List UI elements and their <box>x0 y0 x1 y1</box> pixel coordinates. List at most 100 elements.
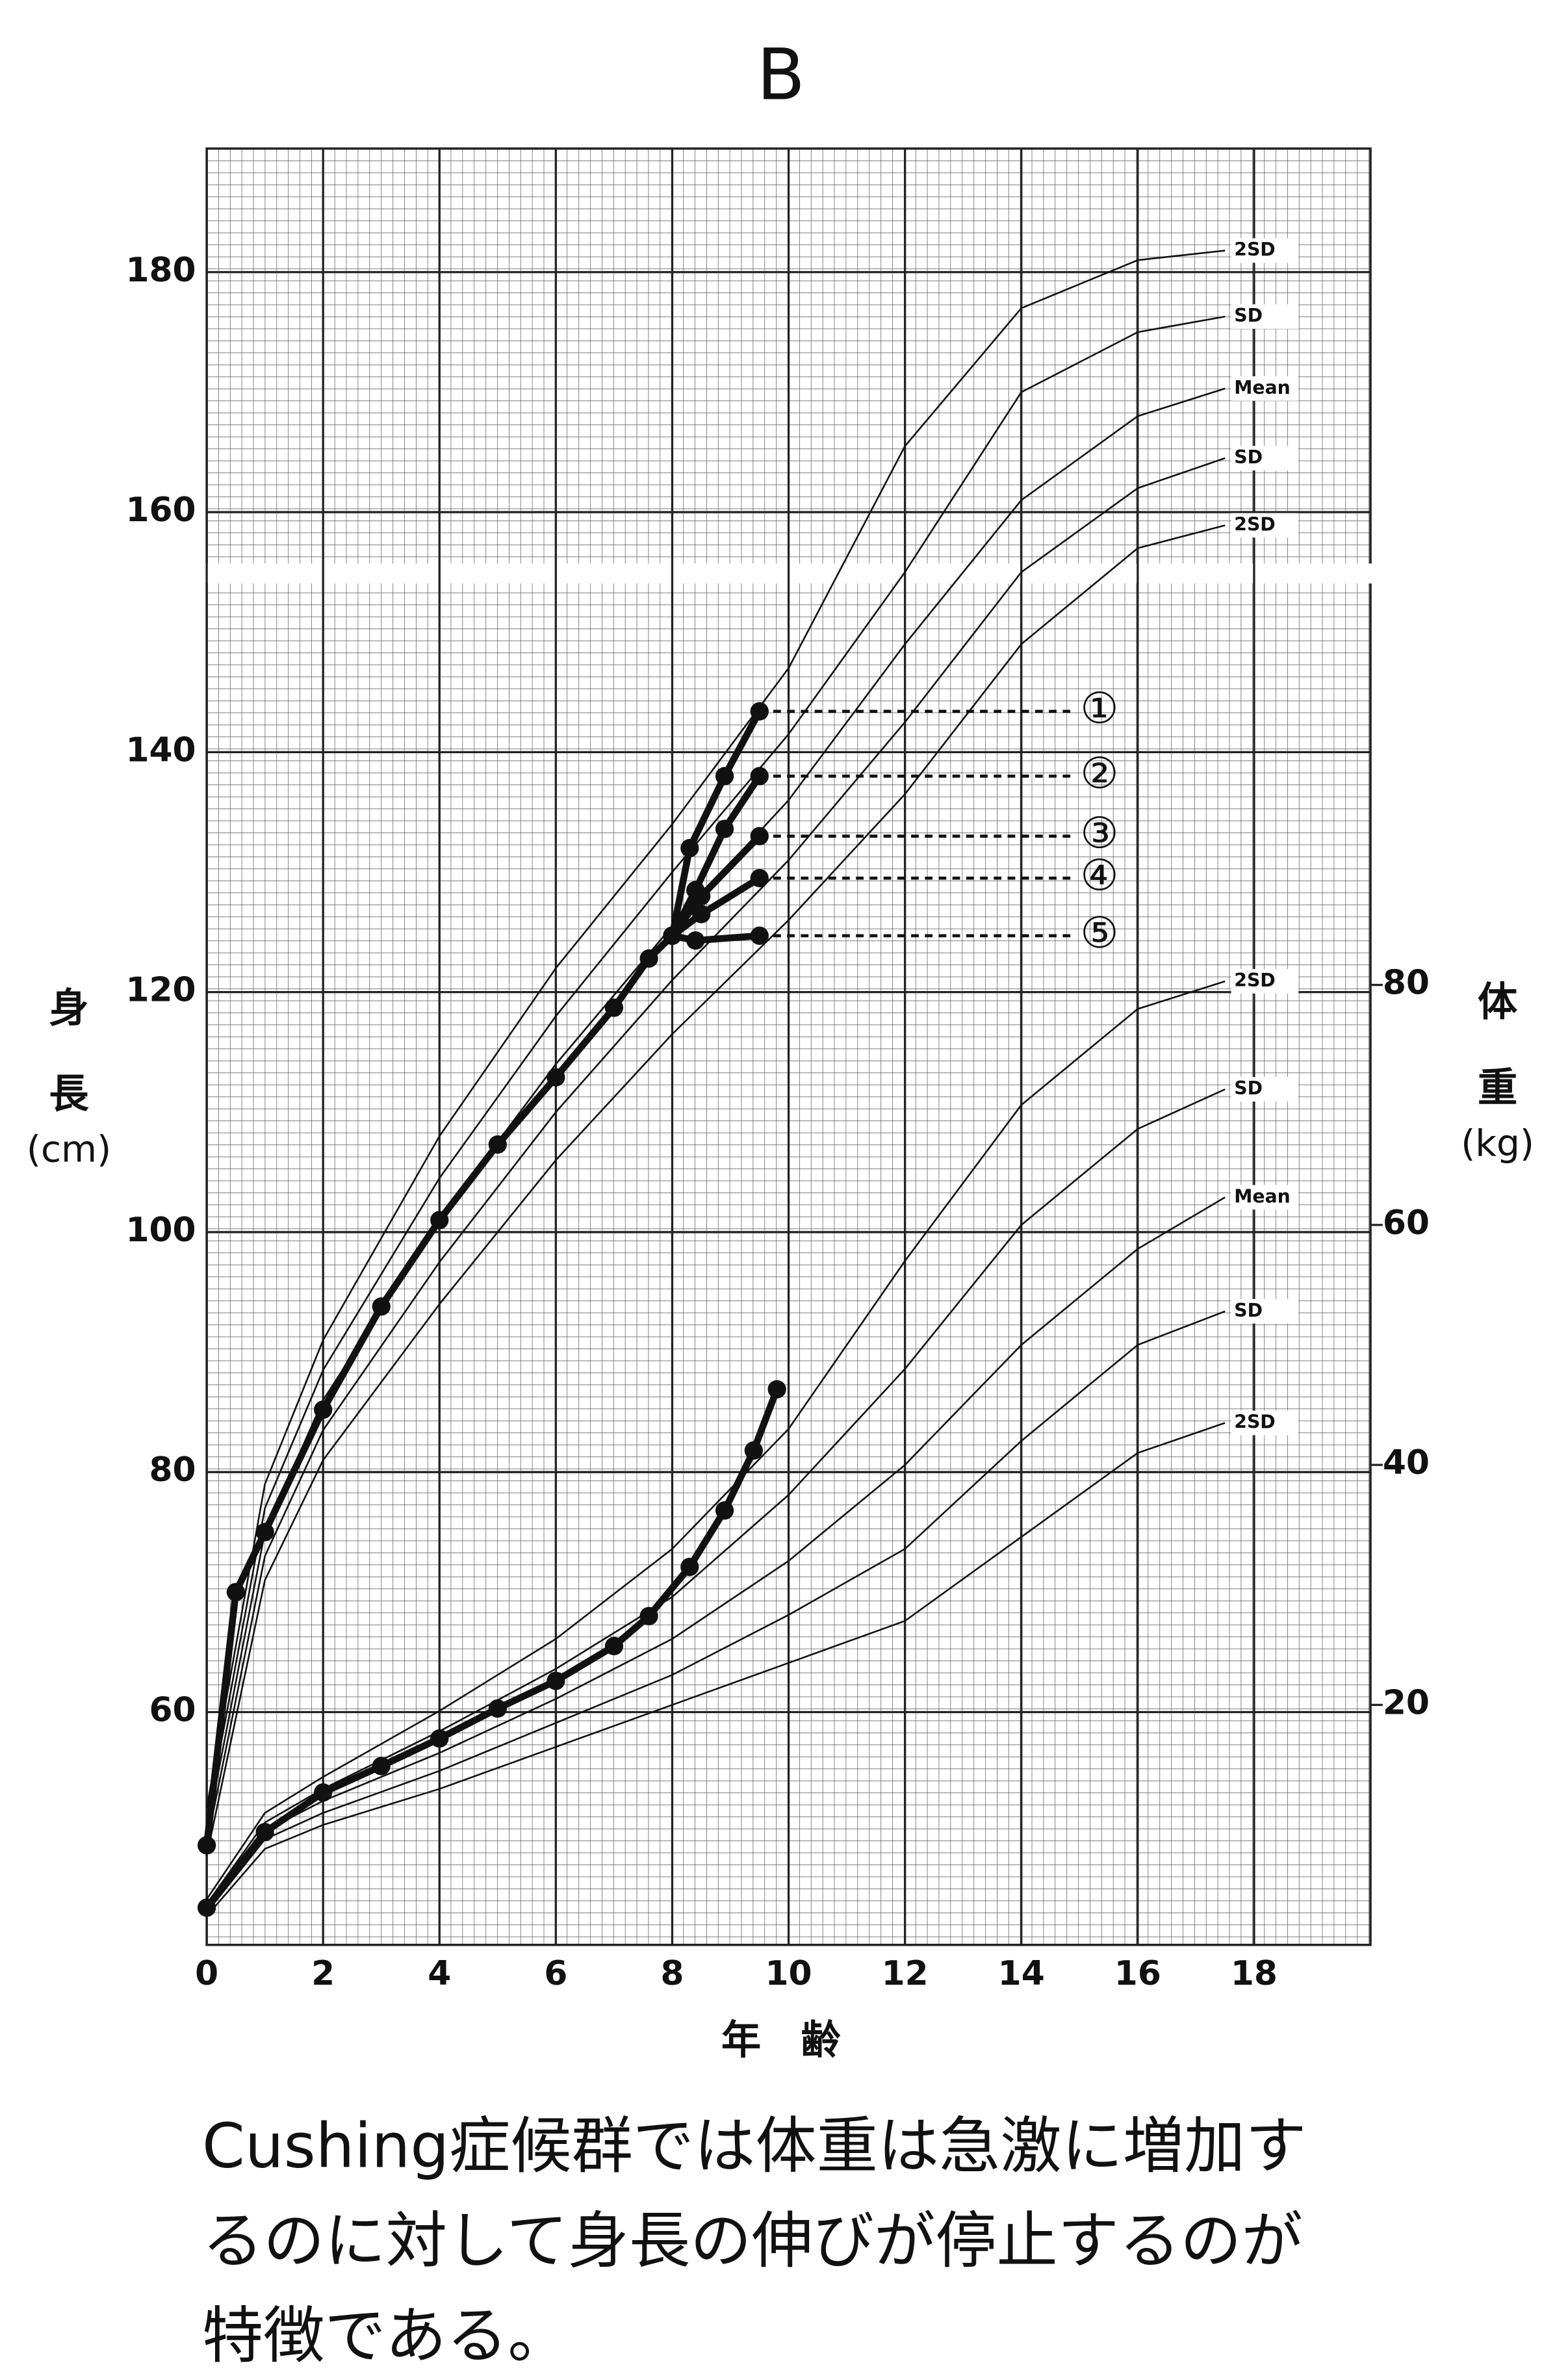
data-point <box>744 1441 763 1460</box>
data-point <box>663 926 682 945</box>
curve-label: SD <box>1234 446 1263 468</box>
data-point <box>372 1297 391 1316</box>
x-tick-label: 8 <box>660 1954 684 1993</box>
data-point <box>314 1783 333 1802</box>
x-tick-label: 14 <box>998 1954 1045 1993</box>
x-tick-label: 16 <box>1114 1954 1161 1993</box>
curve-label: 2SD <box>1234 970 1276 991</box>
data-point <box>255 1823 274 1842</box>
y2-tick-label: 60 <box>1383 1204 1430 1243</box>
patient-line <box>669 710 763 936</box>
y-tick-label: 80 <box>149 1451 196 1490</box>
x-tick-label: 4 <box>428 1954 451 1993</box>
y2-tick-label: 40 <box>1383 1443 1430 1482</box>
data-point <box>197 1898 216 1917</box>
data-point <box>604 998 624 1017</box>
reference-curve <box>206 1196 1226 1910</box>
curve-label: 2SD <box>1234 239 1276 261</box>
y-tick-label: 60 <box>149 1690 196 1729</box>
y-tick-label: 180 <box>125 251 196 290</box>
reference-curve <box>205 250 1226 1809</box>
y-tick-label: 140 <box>125 730 196 769</box>
x-tick-label: 6 <box>544 1954 567 1993</box>
label-bg <box>1231 969 1299 994</box>
curve-label: Mean <box>1234 377 1291 398</box>
label-bg <box>1231 513 1299 538</box>
data-point <box>226 1582 246 1601</box>
branch-label: ② <box>1080 748 1118 798</box>
patient-line <box>671 932 760 944</box>
label-bg <box>1231 1410 1299 1436</box>
reference-curve <box>206 1089 1226 1905</box>
label-bg <box>1231 376 1299 401</box>
y2-label: 体 <box>1478 979 1518 1025</box>
data-point <box>686 931 705 950</box>
x-tick-label: 2 <box>311 1954 335 1993</box>
curve-label: 2SD <box>1234 513 1276 535</box>
data-point <box>197 1836 216 1855</box>
chart-title: B <box>757 33 805 116</box>
data-point <box>255 1523 274 1542</box>
y-label: (cm) <box>27 1129 111 1171</box>
reference-curve <box>205 457 1226 1844</box>
label-bg <box>1231 1298 1299 1324</box>
label-bg <box>1231 238 1299 263</box>
data-point <box>488 1135 507 1154</box>
x-tick-label: 12 <box>882 1954 929 1993</box>
label-bg <box>1231 304 1299 329</box>
data-point <box>639 949 658 968</box>
data-point <box>767 1380 786 1399</box>
y2-label: 重 <box>1478 1064 1517 1111</box>
x-label: 年 齢 <box>721 2017 842 2063</box>
branch-label: ① <box>1080 684 1118 734</box>
data-point <box>692 905 711 923</box>
data-point <box>680 838 699 858</box>
y2-label: (kg) <box>1461 1122 1534 1165</box>
curve-label: SD <box>1234 305 1263 326</box>
reference-curve <box>206 1310 1226 1913</box>
reference-curve <box>205 315 1226 1820</box>
data-point <box>680 1557 699 1577</box>
caption: Cushing症候群では体重は急激に増加す <box>202 2111 1307 2182</box>
y2-tick-label: 80 <box>1383 964 1430 1003</box>
y2-tick-label: 20 <box>1383 1683 1430 1722</box>
y-tick-label: 100 <box>125 1211 196 1250</box>
x-tick-label: 18 <box>1231 1954 1278 1993</box>
reference-curve <box>205 524 1226 1857</box>
branch-label: ⑤ <box>1080 908 1118 958</box>
data-point <box>430 1729 449 1748</box>
reference-curve <box>206 1422 1226 1917</box>
x-tick-label: 0 <box>195 1954 218 1993</box>
caption: 特徴である。 <box>202 2301 569 2372</box>
label-bg <box>1231 446 1299 471</box>
data-point <box>604 1636 624 1656</box>
branch-label: ④ <box>1080 850 1118 900</box>
curve-label: Mean <box>1234 1185 1291 1207</box>
curve-label: SD <box>1234 1300 1263 1321</box>
data-point <box>372 1757 391 1775</box>
data-point <box>546 1671 565 1690</box>
data-point <box>692 886 711 906</box>
reference-curve <box>206 980 1226 1900</box>
data-point <box>314 1400 333 1419</box>
y-label: 身 <box>49 985 88 1031</box>
label-bg <box>1231 1077 1299 1102</box>
branch-label: ③ <box>1080 808 1118 858</box>
y-tick-label: 120 <box>125 971 196 1010</box>
curve-label: SD <box>1234 1077 1263 1099</box>
data-point <box>715 1501 734 1520</box>
data-point <box>639 1606 658 1625</box>
data-point <box>715 767 734 786</box>
marks: 2SD SD Mean SD 2SD 2SD SD Mean SD 2SD ① ② ③④ ⑤ <box>197 148 1383 1945</box>
data-point <box>430 1211 449 1230</box>
y-label: 長 <box>49 1071 89 1117</box>
y-tick-label: 160 <box>125 491 196 530</box>
curve-label: 2SD <box>1234 1412 1276 1433</box>
data-point <box>715 819 734 838</box>
label-bg <box>1231 1185 1299 1210</box>
patient-line <box>669 774 763 938</box>
caption: るのに対して身長の伸びが停止するのが <box>202 2206 1303 2277</box>
data-point <box>546 1068 565 1087</box>
x-tick-label: 10 <box>765 1954 812 1993</box>
